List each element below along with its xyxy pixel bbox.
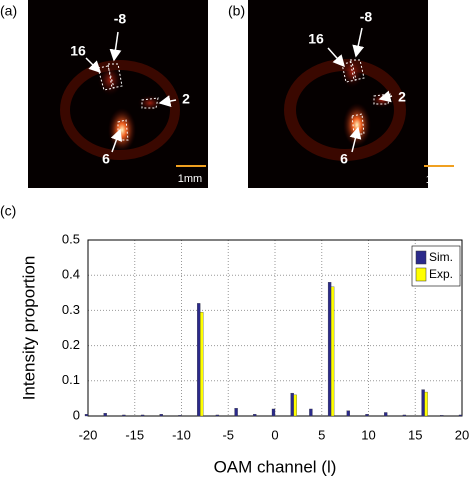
bar (178, 415, 182, 417)
panel-label: (c) (0, 203, 16, 219)
y-tick-label: 0.3 (62, 302, 80, 317)
bar (440, 415, 444, 417)
spot (108, 108, 136, 152)
bar (424, 391, 428, 417)
x-tick-label: 15 (408, 427, 422, 442)
legend-swatch (415, 267, 427, 282)
x-tick-label: 5 (318, 427, 325, 442)
spot (343, 103, 371, 147)
bar (84, 414, 89, 417)
arrows (85, 31, 177, 153)
bar (197, 303, 201, 417)
bar (271, 408, 276, 417)
x-tick-label: 10 (361, 427, 375, 442)
y-tick-label: 0.4 (62, 267, 80, 282)
region-outline (341, 59, 391, 135)
bar (159, 414, 163, 417)
legend-label: Sim. (429, 250, 453, 264)
bar (293, 394, 297, 417)
bar (458, 414, 463, 417)
bar (421, 389, 425, 417)
panel-label: (b) (228, 3, 245, 19)
x-tick-label: -20 (79, 427, 98, 442)
bar (122, 414, 126, 417)
annotation: 16 (308, 31, 324, 47)
annotation: -8 (114, 11, 127, 27)
x-tick-label: 0 (271, 427, 278, 442)
x-axis-label: OAM channel (l) (214, 457, 337, 476)
annotation: 2 (182, 91, 190, 107)
legend-swatch (415, 250, 427, 265)
y-tick-label: 0.1 (62, 372, 80, 387)
y-tick-label: 0.5 (62, 231, 80, 246)
bar (234, 408, 238, 417)
panel-a: (a) 16 -8 2 6 1mm (0, 0, 208, 188)
bar (103, 413, 107, 417)
bar (384, 412, 388, 417)
panel-label: (a) (0, 3, 17, 19)
bar (200, 312, 204, 417)
scale-label: 1mm (426, 174, 450, 186)
bar (309, 408, 313, 417)
bar (215, 414, 220, 417)
y-tick-label: 0.2 (62, 337, 80, 352)
annotation: 6 (340, 151, 348, 167)
bar (402, 414, 407, 417)
panel-b: (b) 16 -8 2 6 1mm (228, 0, 454, 188)
bar (253, 414, 257, 417)
region-outline (97, 63, 159, 141)
x-tick-label: -10 (172, 427, 191, 442)
arrows (327, 27, 393, 153)
annotation: 16 (70, 43, 86, 59)
bar (327, 282, 332, 417)
bar (290, 392, 294, 417)
spot (98, 64, 122, 96)
y-tick-label: 0 (73, 407, 80, 422)
bar (365, 414, 369, 417)
scale-label: 1mm (178, 173, 202, 185)
annotation: 2 (398, 89, 406, 105)
annotation: -8 (360, 9, 373, 25)
y-axis-label: Intensity proportion (19, 256, 38, 401)
x-tick-label: -15 (125, 427, 144, 442)
ring (60, 60, 180, 160)
annotation: 6 (102, 151, 110, 167)
bar (140, 414, 145, 417)
x-tick-label: 20 (455, 427, 469, 442)
bar (346, 410, 350, 417)
legend-label: Exp. (429, 267, 453, 281)
bar (330, 286, 335, 417)
x-tick-label: -5 (222, 427, 234, 442)
